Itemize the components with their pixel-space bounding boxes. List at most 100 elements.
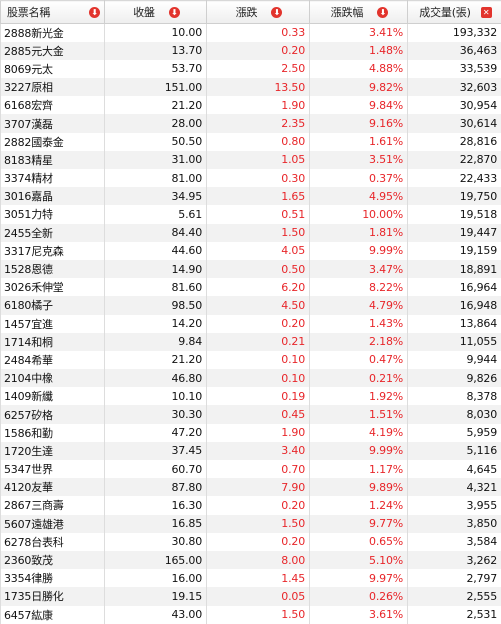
- change-cell: 0.51: [207, 205, 310, 223]
- volume-cell: 18,891: [408, 260, 501, 278]
- close-price-cell: 16.00: [105, 569, 207, 587]
- stock-name-cell[interactable]: 3707漢磊: [1, 114, 105, 132]
- stock-name-cell[interactable]: 6278台表科: [1, 533, 105, 551]
- change-cell: 1.65: [207, 187, 310, 205]
- stock-name-cell[interactable]: 2888新光金: [1, 24, 105, 42]
- stock-name-cell[interactable]: 1735日勝化: [1, 587, 105, 605]
- column-header-name-label: 股票名稱: [7, 4, 50, 20]
- column-header-close[interactable]: 收盤 ⬇: [105, 1, 207, 24]
- stock-name-cell[interactable]: 2104中橡: [1, 369, 105, 387]
- stock-name-cell[interactable]: 1714和桐: [1, 333, 105, 351]
- stock-name-cell[interactable]: 8069元太: [1, 60, 105, 78]
- stock-name-cell[interactable]: 2360致茂: [1, 551, 105, 569]
- volume-cell: 2,797: [408, 569, 501, 587]
- column-header-name[interactable]: 股票名稱 ⬇: [1, 1, 105, 24]
- stock-name-cell[interactable]: 2484希華: [1, 351, 105, 369]
- change-pct-cell: 0.47%: [310, 351, 408, 369]
- change-pct-cell: 4.79%: [310, 296, 408, 314]
- stock-name-cell[interactable]: 3354律勝: [1, 569, 105, 587]
- stock-name-cell[interactable]: 2882國泰金: [1, 133, 105, 151]
- change-pct-cell: 3.61%: [310, 606, 408, 624]
- sort-down-icon[interactable]: ⬇: [271, 7, 282, 18]
- stock-name-cell[interactable]: 2455全新: [1, 224, 105, 242]
- stock-name-cell[interactable]: 3317尼克森: [1, 242, 105, 260]
- stock-name-cell[interactable]: 3374精材: [1, 169, 105, 187]
- stock-name-cell[interactable]: 3026禾伸堂: [1, 278, 105, 296]
- close-price-cell: 9.84: [105, 333, 207, 351]
- change-cell: 1.50: [207, 606, 310, 624]
- column-header-change-pct[interactable]: 漲跌幅 ⬇: [310, 1, 408, 24]
- close-icon[interactable]: ✕: [481, 7, 492, 18]
- sort-down-icon[interactable]: ⬇: [169, 7, 180, 18]
- close-price-cell: 81.00: [105, 169, 207, 187]
- stock-name-cell[interactable]: 1528恩德: [1, 260, 105, 278]
- close-price-cell: 14.90: [105, 260, 207, 278]
- volume-cell: 30,954: [408, 96, 501, 114]
- column-header-volume[interactable]: 成交量(張) ✕: [408, 1, 501, 24]
- volume-cell: 30,614: [408, 114, 501, 132]
- stock-name-cell[interactable]: 6168宏齊: [1, 96, 105, 114]
- stock-name-cell[interactable]: 1409新纖: [1, 387, 105, 405]
- stock-name-cell[interactable]: 3051力特: [1, 205, 105, 223]
- stock-name-cell[interactable]: 1586和勤: [1, 424, 105, 442]
- stock-name-cell[interactable]: 2867三商壽: [1, 496, 105, 514]
- column-header-change[interactable]: 漲跌 ⬇: [207, 1, 310, 24]
- stock-name-cell[interactable]: 1720生達: [1, 442, 105, 460]
- volume-cell: 5,116: [408, 442, 501, 460]
- change-cell: 0.33: [207, 24, 310, 42]
- sort-down-icon[interactable]: ⬇: [89, 7, 100, 18]
- change-pct-cell: 5.10%: [310, 551, 408, 569]
- change-pct-cell: 9.89%: [310, 478, 408, 496]
- volume-cell: 16,964: [408, 278, 501, 296]
- stock-name-cell[interactable]: 8183精星: [1, 151, 105, 169]
- stock-name-cell[interactable]: 3016嘉晶: [1, 187, 105, 205]
- stock-name-cell[interactable]: 4120友華: [1, 478, 105, 496]
- change-cell: 0.05: [207, 587, 310, 605]
- stock-name-cell[interactable]: 2885元大金: [1, 42, 105, 60]
- sort-down-icon[interactable]: ⬇: [377, 7, 388, 18]
- stock-name-cell[interactable]: 5347世界: [1, 460, 105, 478]
- stock-name-cell[interactable]: 3227原相: [1, 78, 105, 96]
- stock-name-cell[interactable]: 1457宜進: [1, 315, 105, 333]
- close-price-cell: 10.00: [105, 24, 207, 42]
- stock-name-cell[interactable]: 6457紘康: [1, 606, 105, 624]
- stock-name-cell[interactable]: 6180橘子: [1, 296, 105, 314]
- close-price-cell: 30.80: [105, 533, 207, 551]
- stock-name-cell[interactable]: 5607遠雄港: [1, 515, 105, 533]
- stock-name-cell[interactable]: 6257矽格: [1, 405, 105, 423]
- table-header-row: 股票名稱 ⬇ 收盤 ⬇ 漲跌 ⬇ 漲跌幅 ⬇: [1, 1, 501, 24]
